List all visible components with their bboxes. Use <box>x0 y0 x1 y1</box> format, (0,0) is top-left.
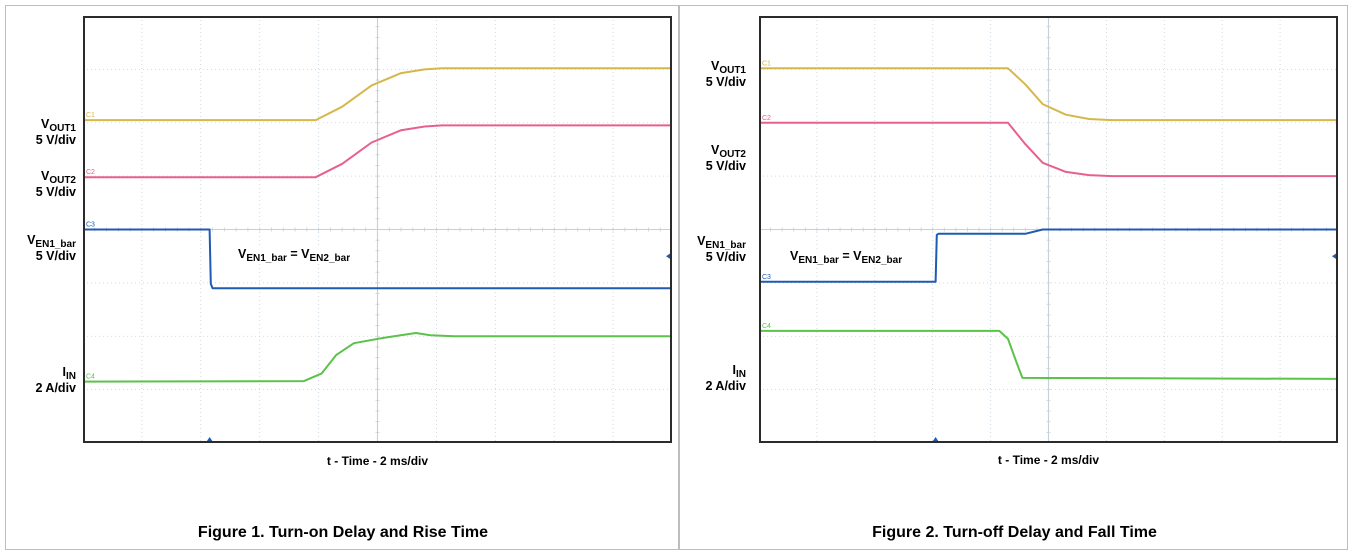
figure-caption: Figure 2. Turn-off Delay and Fall Time <box>872 524 1157 541</box>
channel-tag-c1: C1 <box>762 60 771 67</box>
trace-c4 <box>83 332 672 383</box>
label-vout2: VOUT2 5 V/div <box>705 143 746 173</box>
label-vout1: VOUT1 5 V/div <box>705 59 746 89</box>
figure-panel-1: C1 C2 C3 C4 VOUT1 5 V/div VOUT2 5 V/div VEN… <box>5 5 679 550</box>
label-iin: IIN 2 A/div <box>705 363 746 393</box>
trace-c4 <box>759 329 1338 380</box>
trace-c2 <box>759 121 1338 178</box>
scope-plot-2: C1 C2 C3 C4 <box>759 16 1338 443</box>
channel-tag-c4: C4 <box>762 323 771 330</box>
label-vout1: VOUT1 5 V/div <box>35 117 76 147</box>
figure-caption: Figure 1. Turn-on Delay and Rise Time <box>197 524 489 541</box>
channel-tag-c4: C4 <box>86 374 95 381</box>
channel-tag-c3: C3 <box>86 222 95 229</box>
trace-c1 <box>759 67 1338 122</box>
channel-tag-c3: C3 <box>762 274 771 281</box>
trace-c1 <box>83 67 672 122</box>
trace-c3 <box>83 228 672 290</box>
label-iin: IIN 2 A/div <box>35 365 76 395</box>
channel-tag-c2: C2 <box>762 115 771 122</box>
label-vout2: VOUT2 5 V/div <box>35 169 76 199</box>
figure-panel-2: C1 C2 C3 C4 VOUT1 5 V/div VOUT2 5 V/div VEN… <box>679 5 1348 550</box>
label-ven1-bar: VEN1_bar 5 V/div <box>697 234 746 264</box>
x-axis-label: t - Time - 2 ms/div <box>997 453 1100 467</box>
annotation-ven-equality: VEN1_bar = VEN2_bar <box>235 247 354 264</box>
x-axis-label: t - Time - 2 ms/div <box>326 454 429 468</box>
channel-tag-c1: C1 <box>86 112 95 119</box>
channel-tag-c2: C2 <box>86 169 95 176</box>
plot-frame <box>759 16 1338 443</box>
plot-frame <box>83 16 672 443</box>
annotation-ven-equality: VEN1_bar = VEN2_bar <box>787 249 906 266</box>
label-ven1-bar: VEN1_bar 5 V/div <box>27 233 76 263</box>
trace-c3 <box>759 228 1338 283</box>
trace-c2 <box>83 124 672 179</box>
scope-plot-1: C1 C2 C3 C4 <box>83 16 672 443</box>
